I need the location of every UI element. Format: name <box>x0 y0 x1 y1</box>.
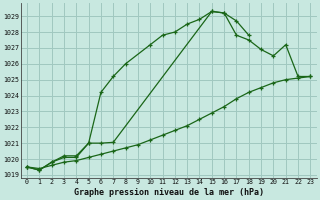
X-axis label: Graphe pression niveau de la mer (hPa): Graphe pression niveau de la mer (hPa) <box>74 188 264 197</box>
